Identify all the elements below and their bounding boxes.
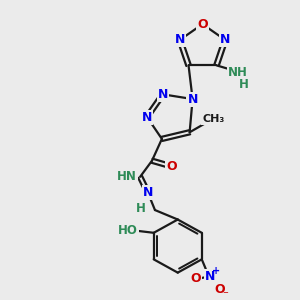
Text: O: O	[167, 160, 177, 173]
Text: NH: NH	[228, 66, 248, 80]
Text: O: O	[197, 18, 208, 31]
Text: N: N	[188, 93, 198, 106]
Text: N: N	[158, 88, 168, 101]
Text: O: O	[214, 283, 225, 296]
Text: N: N	[220, 33, 230, 46]
Text: +: +	[212, 266, 220, 276]
Text: O: O	[190, 272, 201, 285]
Text: N: N	[205, 270, 215, 283]
Text: H: H	[239, 78, 249, 91]
Text: N: N	[175, 33, 185, 46]
Text: H: H	[136, 202, 146, 214]
Text: N: N	[142, 111, 152, 124]
Text: HO: HO	[118, 224, 138, 237]
Text: N: N	[143, 187, 153, 200]
Text: ⁻: ⁻	[223, 290, 229, 300]
Text: HN: HN	[117, 170, 137, 183]
Text: CH₃: CH₃	[202, 114, 224, 124]
